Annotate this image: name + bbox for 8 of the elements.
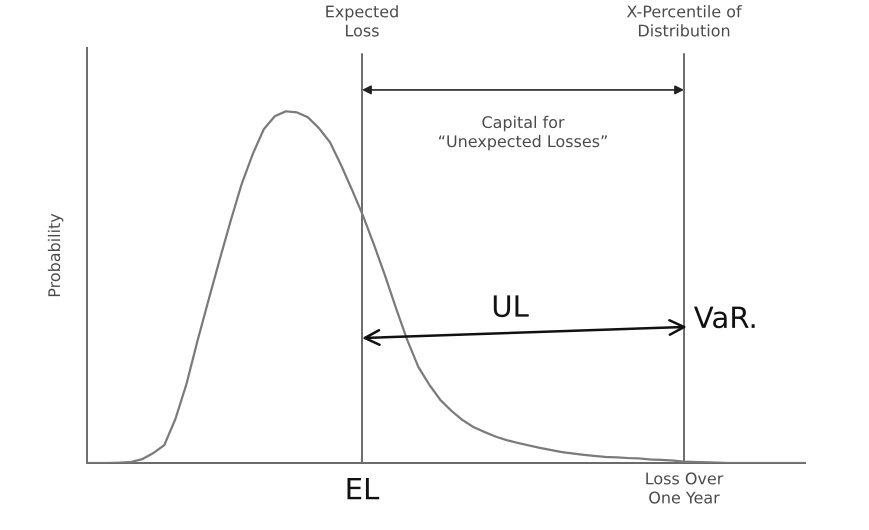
text: EL <box>348 478 380 500</box>
annotation: Capital for “Unexpected Losses” <box>439 116 607 150</box>
x-axis-title: Loss Over One Year <box>646 472 724 504</box>
text: Expected Loss <box>326 5 398 37</box>
annotation: VaR. <box>694 306 755 328</box>
y-axis-title: Probability <box>48 214 64 296</box>
annotation: UL <box>494 295 529 318</box>
text: X-Percentile of Distribution <box>626 5 742 37</box>
